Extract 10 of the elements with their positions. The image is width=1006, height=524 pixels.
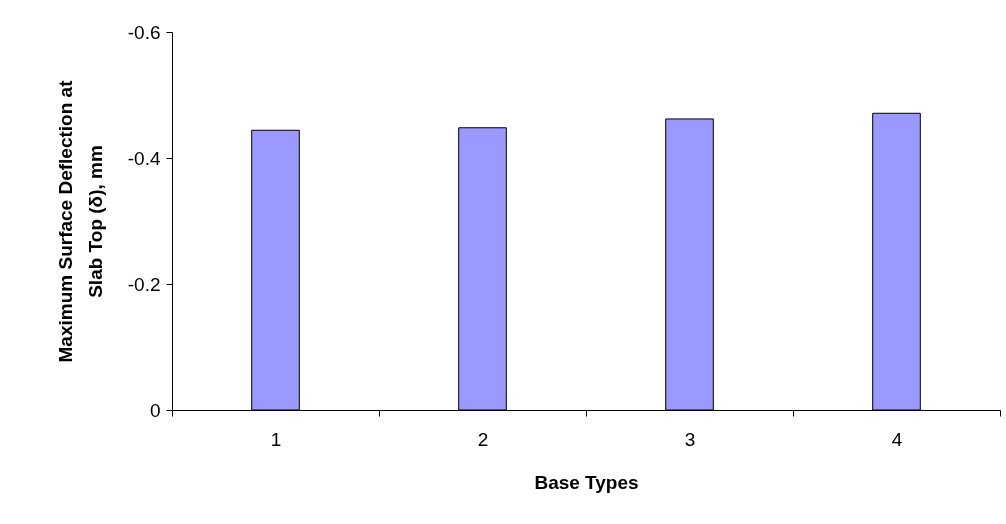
y-tick-label: 0 xyxy=(149,399,161,421)
y-axis-title: Maximum Surface Deflection at Slab Top (δ), mm xyxy=(54,79,106,363)
y-tick-label: -0.2 xyxy=(127,273,161,295)
x-tick-label: 3 xyxy=(684,428,696,450)
x-axis-title: Base Types xyxy=(534,471,639,493)
x-tick-label: 4 xyxy=(891,428,903,450)
y-tick-label: -0.4 xyxy=(127,147,161,169)
x-tick-label: 2 xyxy=(477,428,489,450)
y-tick-label: -0.6 xyxy=(127,21,161,43)
x-tick-label: 1 xyxy=(270,428,282,450)
